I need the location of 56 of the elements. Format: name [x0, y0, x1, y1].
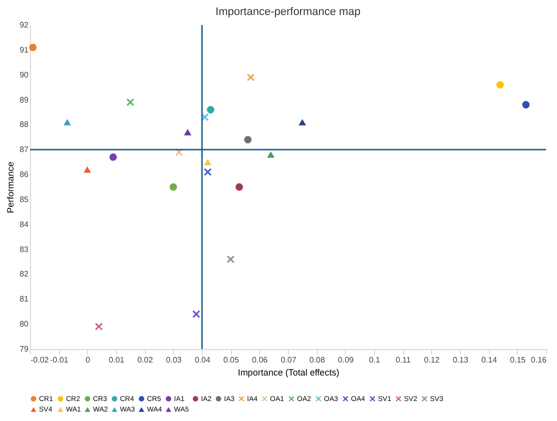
x-tick-label: 0.13 — [452, 356, 469, 364]
point — [244, 136, 252, 144]
point — [84, 166, 92, 173]
x-tick-label: 0.1 — [368, 356, 381, 364]
y-tick-label: 90 — [20, 70, 30, 80]
x-tick-label: 0.15 — [510, 356, 526, 364]
x-tick-label: 0.08 — [309, 356, 326, 364]
x-tick-label: 0.05 — [223, 356, 240, 364]
chart-title: Importance-performance map — [216, 6, 360, 18]
x-tick-label: 0.02 — [137, 356, 154, 364]
y-tick-label: 89 — [20, 95, 30, 104]
point — [29, 44, 37, 52]
point — [267, 151, 275, 158]
x-tick-label: 0.04 — [194, 356, 211, 364]
point — [496, 81, 504, 89]
x-tick-label: 0.09 — [338, 356, 354, 364]
point — [298, 118, 306, 126]
y-tick-label: 91 — [20, 45, 30, 54]
point — [247, 74, 254, 82]
point — [109, 153, 117, 161]
y-tick-label: 86 — [20, 170, 30, 180]
y-tick-label: 83 — [20, 244, 30, 254]
point — [236, 183, 243, 191]
y-tick-label: 79 — [20, 344, 30, 354]
y-tick-label: 88 — [20, 120, 30, 130]
point — [192, 310, 200, 318]
y-tick-label: 87 — [20, 145, 30, 154]
x-axis-title: Importance (Total effects) — [238, 368, 340, 378]
x-tick-label: 0.03 — [166, 356, 182, 364]
x-tick-label: 0.07 — [280, 356, 297, 364]
point — [95, 322, 103, 330]
point — [184, 128, 192, 136]
x-tick-label: 0.06 — [252, 356, 268, 364]
point — [204, 158, 212, 166]
x-tick-label: 0.12 — [424, 356, 440, 364]
y-tick-label: 84 — [20, 220, 30, 229]
point — [64, 118, 71, 126]
x-tick-label: 0.16 — [530, 356, 548, 364]
x-tick-label: -0.02 — [30, 356, 50, 364]
y-axis-title: Performance — [6, 162, 16, 214]
y-tick-label: 85 — [20, 194, 30, 204]
y-tick-label: 81 — [20, 294, 30, 304]
point — [226, 256, 234, 263]
x-tick-label: -0.01 — [50, 356, 69, 364]
x-tick-label: 0.14 — [481, 356, 498, 364]
x-tick-label: 0 — [86, 356, 91, 364]
y-tick-label: 92 — [20, 20, 30, 30]
y-tick-label: 80 — [20, 320, 30, 329]
point — [522, 101, 530, 108]
point — [206, 106, 214, 114]
point — [126, 98, 134, 106]
point — [204, 168, 212, 176]
x-tick-label: 0.01 — [108, 356, 125, 364]
y-tick-label: 82 — [20, 270, 30, 279]
point — [170, 183, 178, 191]
x-tick-label: 0.11 — [396, 356, 412, 364]
